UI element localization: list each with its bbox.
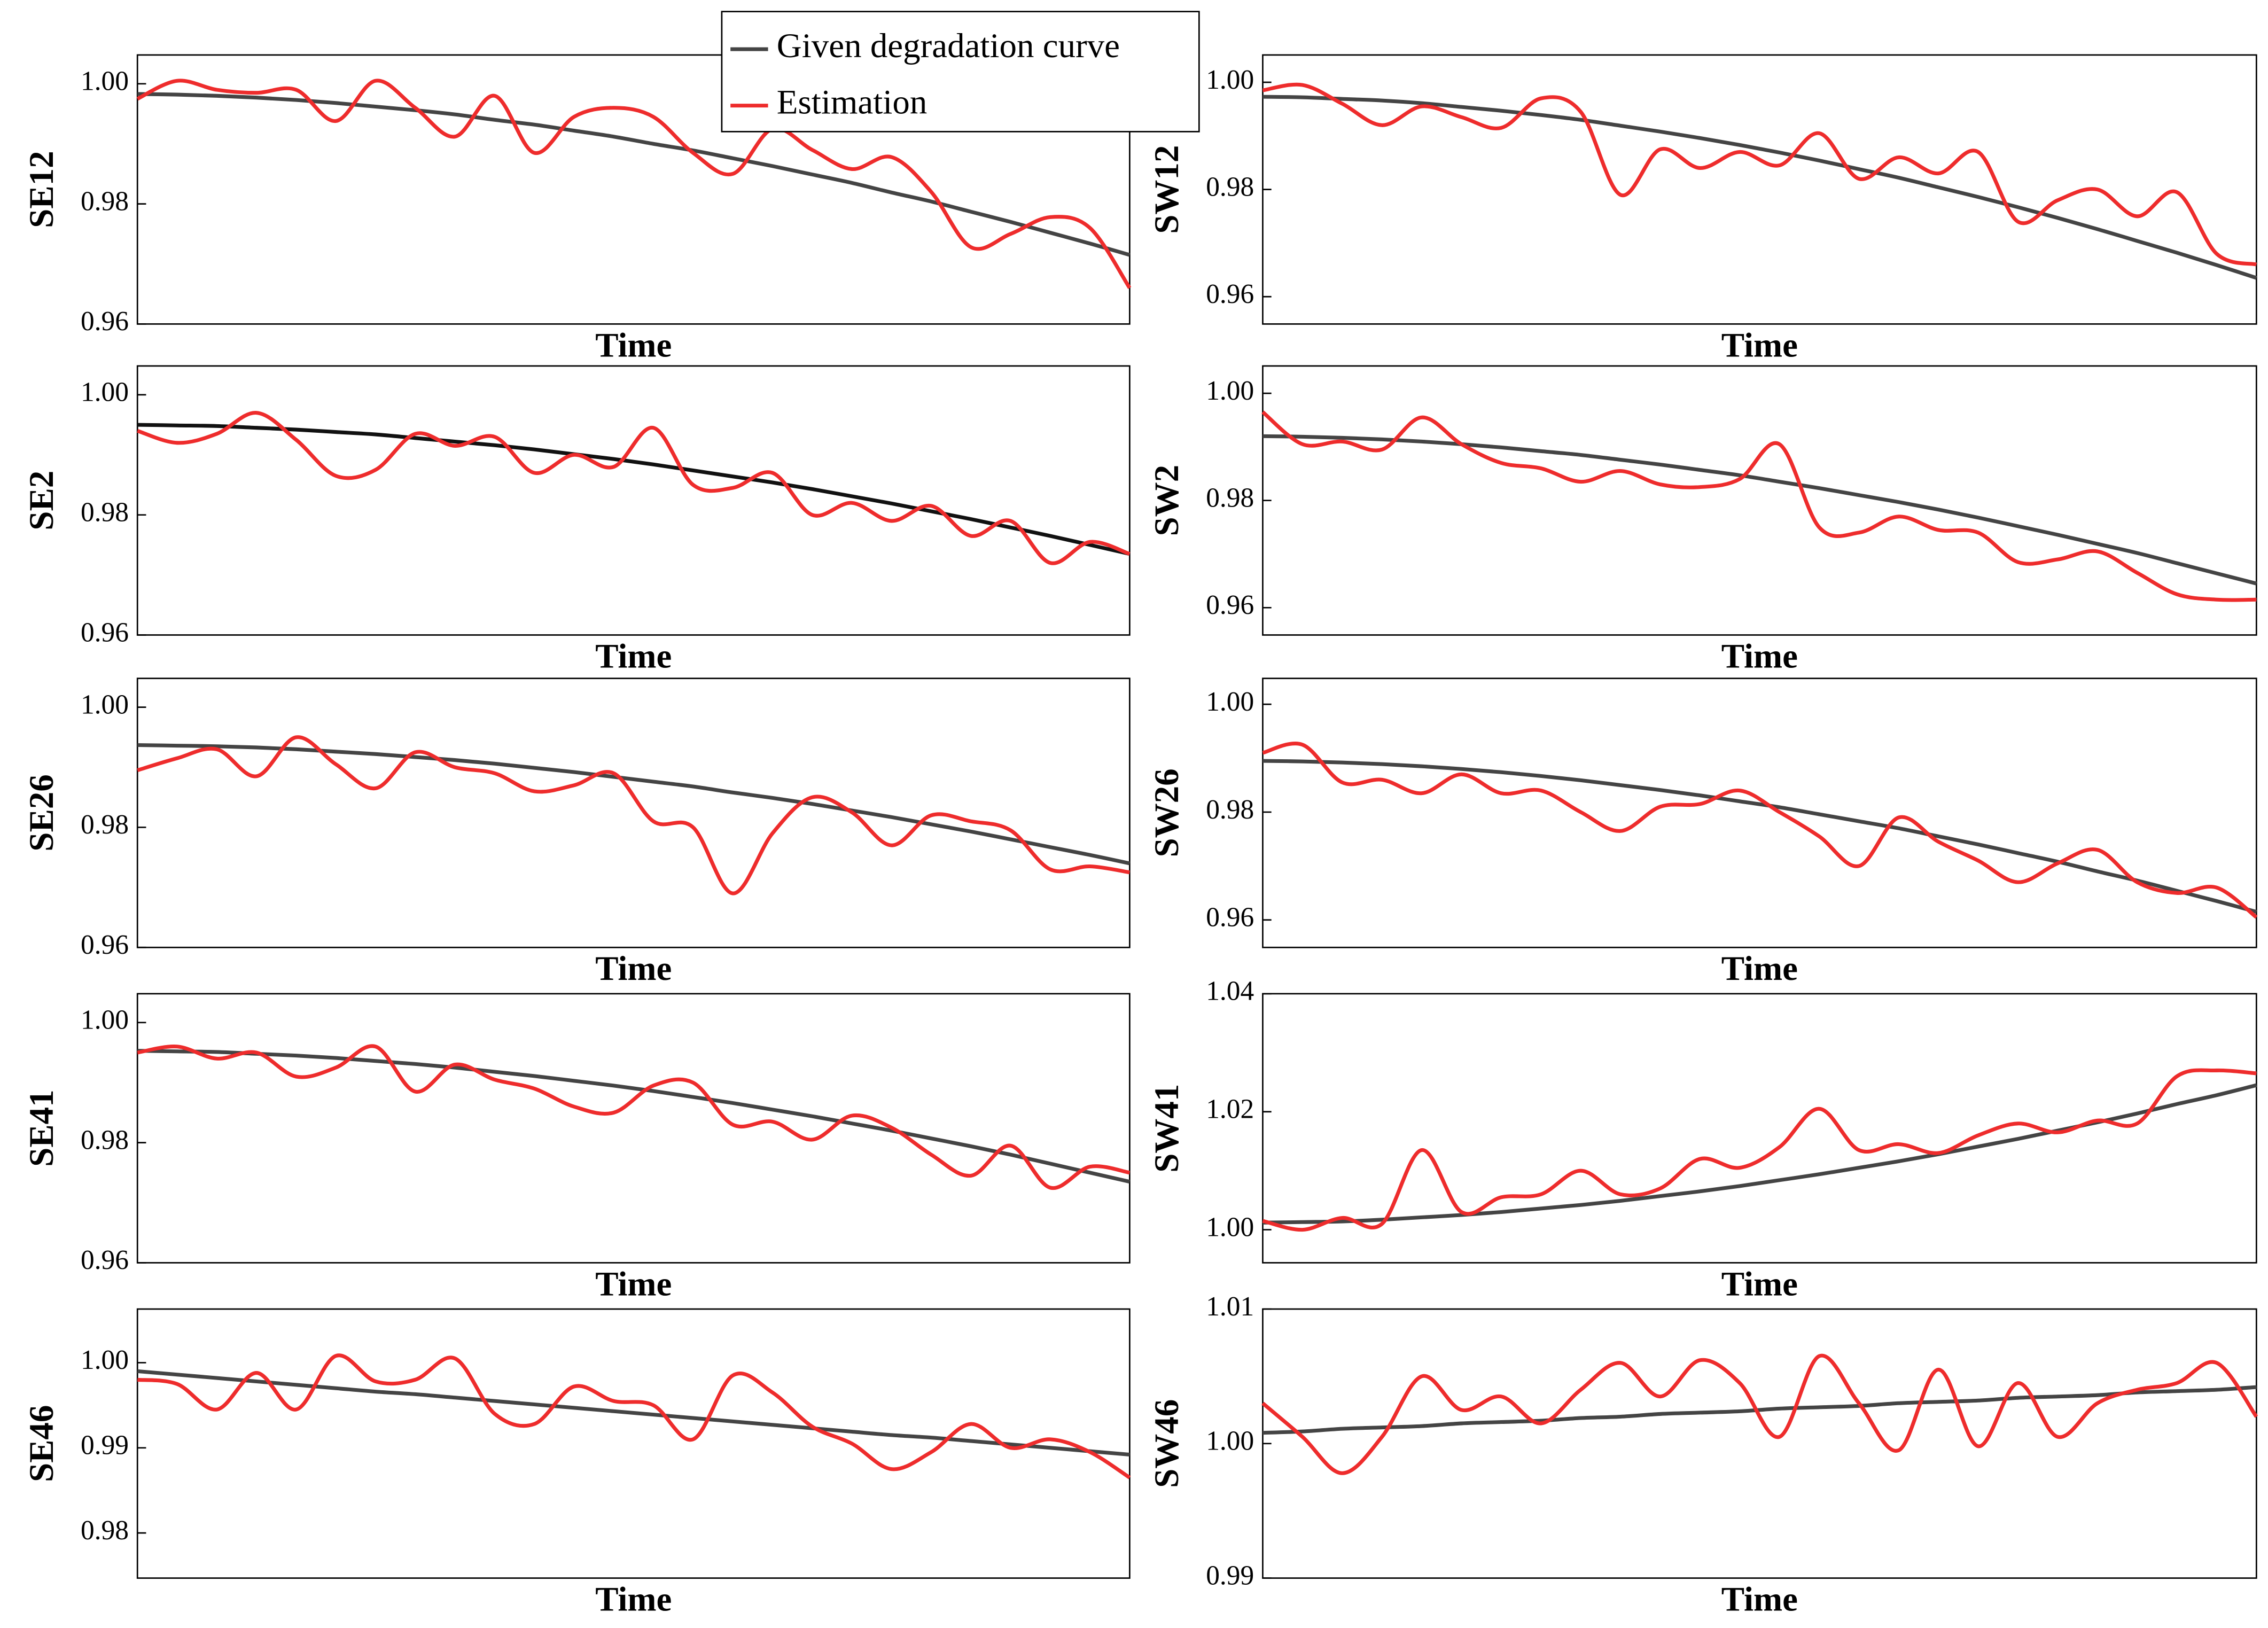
x-axis-label: Time: [595, 1265, 672, 1303]
y-tick-label: 1.02: [1206, 1094, 1254, 1125]
plot-frame: [136, 1308, 1131, 1579]
x-axis-label: Time: [1721, 637, 1798, 675]
series-line: [1261, 1353, 2258, 1475]
plot-frame: [136, 677, 1131, 948]
y-tick-label: 1.00: [1206, 65, 1254, 95]
y-axis-label: SE46: [22, 1405, 61, 1482]
y-tick-label: 1.00: [1206, 1426, 1254, 1456]
plot-frame: [136, 993, 1131, 1264]
panel: 0.96 0.98 1.00 SW12 Time: [1148, 54, 2257, 364]
plot-frame: [1262, 54, 2257, 325]
plot-frame: [136, 54, 1131, 325]
y-tick-label: 1.00: [1206, 376, 1254, 406]
y-axis-label: SW41: [1148, 1084, 1186, 1173]
y-tick-label: 0.98: [81, 809, 129, 840]
x-axis-label: Time: [1721, 1580, 1798, 1619]
y-tick-label: 1.00: [81, 1345, 129, 1375]
series-line: [136, 79, 1132, 289]
plot-frame: [1262, 1308, 2257, 1579]
y-tick-label: 1.00: [1206, 1212, 1254, 1242]
series-line: [1262, 82, 2257, 267]
y-tick-label: 1.00: [81, 1005, 129, 1035]
x-axis-label: Time: [595, 637, 672, 675]
y-tick-label: 0.98: [81, 497, 129, 527]
y-axis-label: SW12: [1148, 145, 1186, 234]
y-tick-label: 1.01: [1206, 1291, 1254, 1322]
x-axis-label: Time: [595, 1580, 672, 1619]
y-tick-label: 0.96: [1206, 279, 1254, 309]
series-line: [1262, 1083, 2257, 1225]
x-axis-label: Time: [595, 949, 672, 988]
series-line: [137, 1353, 1131, 1479]
y-tick-label: 1.00: [1206, 687, 1254, 717]
y-tick-label: 0.98: [1206, 483, 1254, 513]
series-line: [1262, 95, 2257, 280]
legend-label: Estimation: [777, 83, 928, 122]
y-tick-label: 0.99: [81, 1430, 129, 1461]
y-tick-label: 1.00: [81, 377, 129, 408]
y-axis-label: SE26: [22, 774, 61, 851]
panel: 0.96 0.98 1.00 SE26 Time: [22, 677, 1131, 988]
series-line: [137, 92, 1131, 257]
y-tick-label: 0.96: [81, 930, 129, 960]
panel: 0.96 0.98 1.00 SE41 Time: [22, 993, 1131, 1303]
x-axis-label: Time: [1721, 949, 1798, 988]
y-tick-label: 0.99: [1206, 1560, 1254, 1591]
plot-frame: [1262, 993, 2257, 1264]
series-line: [1262, 434, 2257, 586]
plot-frame: [1262, 365, 2257, 636]
y-axis-label: SE2: [22, 471, 61, 531]
series-line: [137, 423, 1131, 556]
panel: 0.98 0.99 1.00 SE46 Time: [22, 1308, 1131, 1619]
y-tick-label: 0.98: [1206, 172, 1254, 202]
y-tick-label: 0.98: [81, 1125, 129, 1155]
legend-box: [721, 11, 1200, 133]
y-tick-label: 1.00: [81, 66, 129, 97]
series-line: [1262, 1068, 2257, 1232]
y-axis-label: SW26: [1148, 768, 1186, 857]
series-line: [1262, 742, 2258, 919]
y-tick-label: 0.98: [1206, 794, 1254, 825]
y-tick-label: 1.04: [1206, 976, 1254, 1007]
y-tick-label: 0.96: [81, 617, 129, 648]
series-line: [1262, 1385, 2257, 1435]
y-tick-label: 0.96: [81, 1245, 129, 1275]
series-line: [137, 411, 1131, 565]
plot-frame: [1262, 677, 2257, 948]
panel: 1.00 1.02 1.04 SW41 Time: [1148, 976, 2257, 1303]
legend: Given degradation curve Estimation: [721, 11, 1200, 133]
plot-frame: [136, 365, 1131, 636]
panel: 0.96 0.98 1.00 SW2 Time: [1148, 365, 2257, 675]
y-tick-label: 0.96: [1206, 902, 1254, 933]
series-line: [137, 1369, 1130, 1457]
series-line: [137, 735, 1130, 895]
y-tick-label: 0.98: [81, 186, 129, 216]
x-axis-label: Time: [1721, 1265, 1798, 1303]
series-line: [137, 1044, 1131, 1190]
legend-label: Given degradation curve: [777, 27, 1120, 65]
y-tick-label: 0.96: [1206, 590, 1254, 620]
y-axis-label: SW46: [1148, 1399, 1186, 1488]
panel: 0.96 0.98 1.00 SW26 Time: [1148, 677, 2258, 988]
y-tick-label: 0.96: [81, 306, 129, 337]
panel: 0.96 0.98 1.00 SE12 Time: [22, 54, 1132, 364]
series-line: [1262, 759, 2257, 914]
y-axis-label: SE12: [22, 151, 61, 228]
series-line: [137, 743, 1131, 866]
y-tick-label: 1.00: [81, 689, 129, 720]
panel: 0.96 0.98 1.00 SE2 Time: [22, 365, 1131, 675]
x-axis-label: Time: [1721, 326, 1798, 364]
y-axis-label: SW2: [1148, 465, 1186, 536]
series-line: [137, 1049, 1131, 1184]
panel: 0.99 1.00 1.01 SW46 Time: [1148, 1291, 2258, 1619]
y-axis-label: SE41: [22, 1089, 61, 1166]
y-tick-label: 0.98: [81, 1515, 129, 1546]
series-line: [1261, 410, 2257, 602]
x-axis-label: Time: [595, 326, 672, 364]
